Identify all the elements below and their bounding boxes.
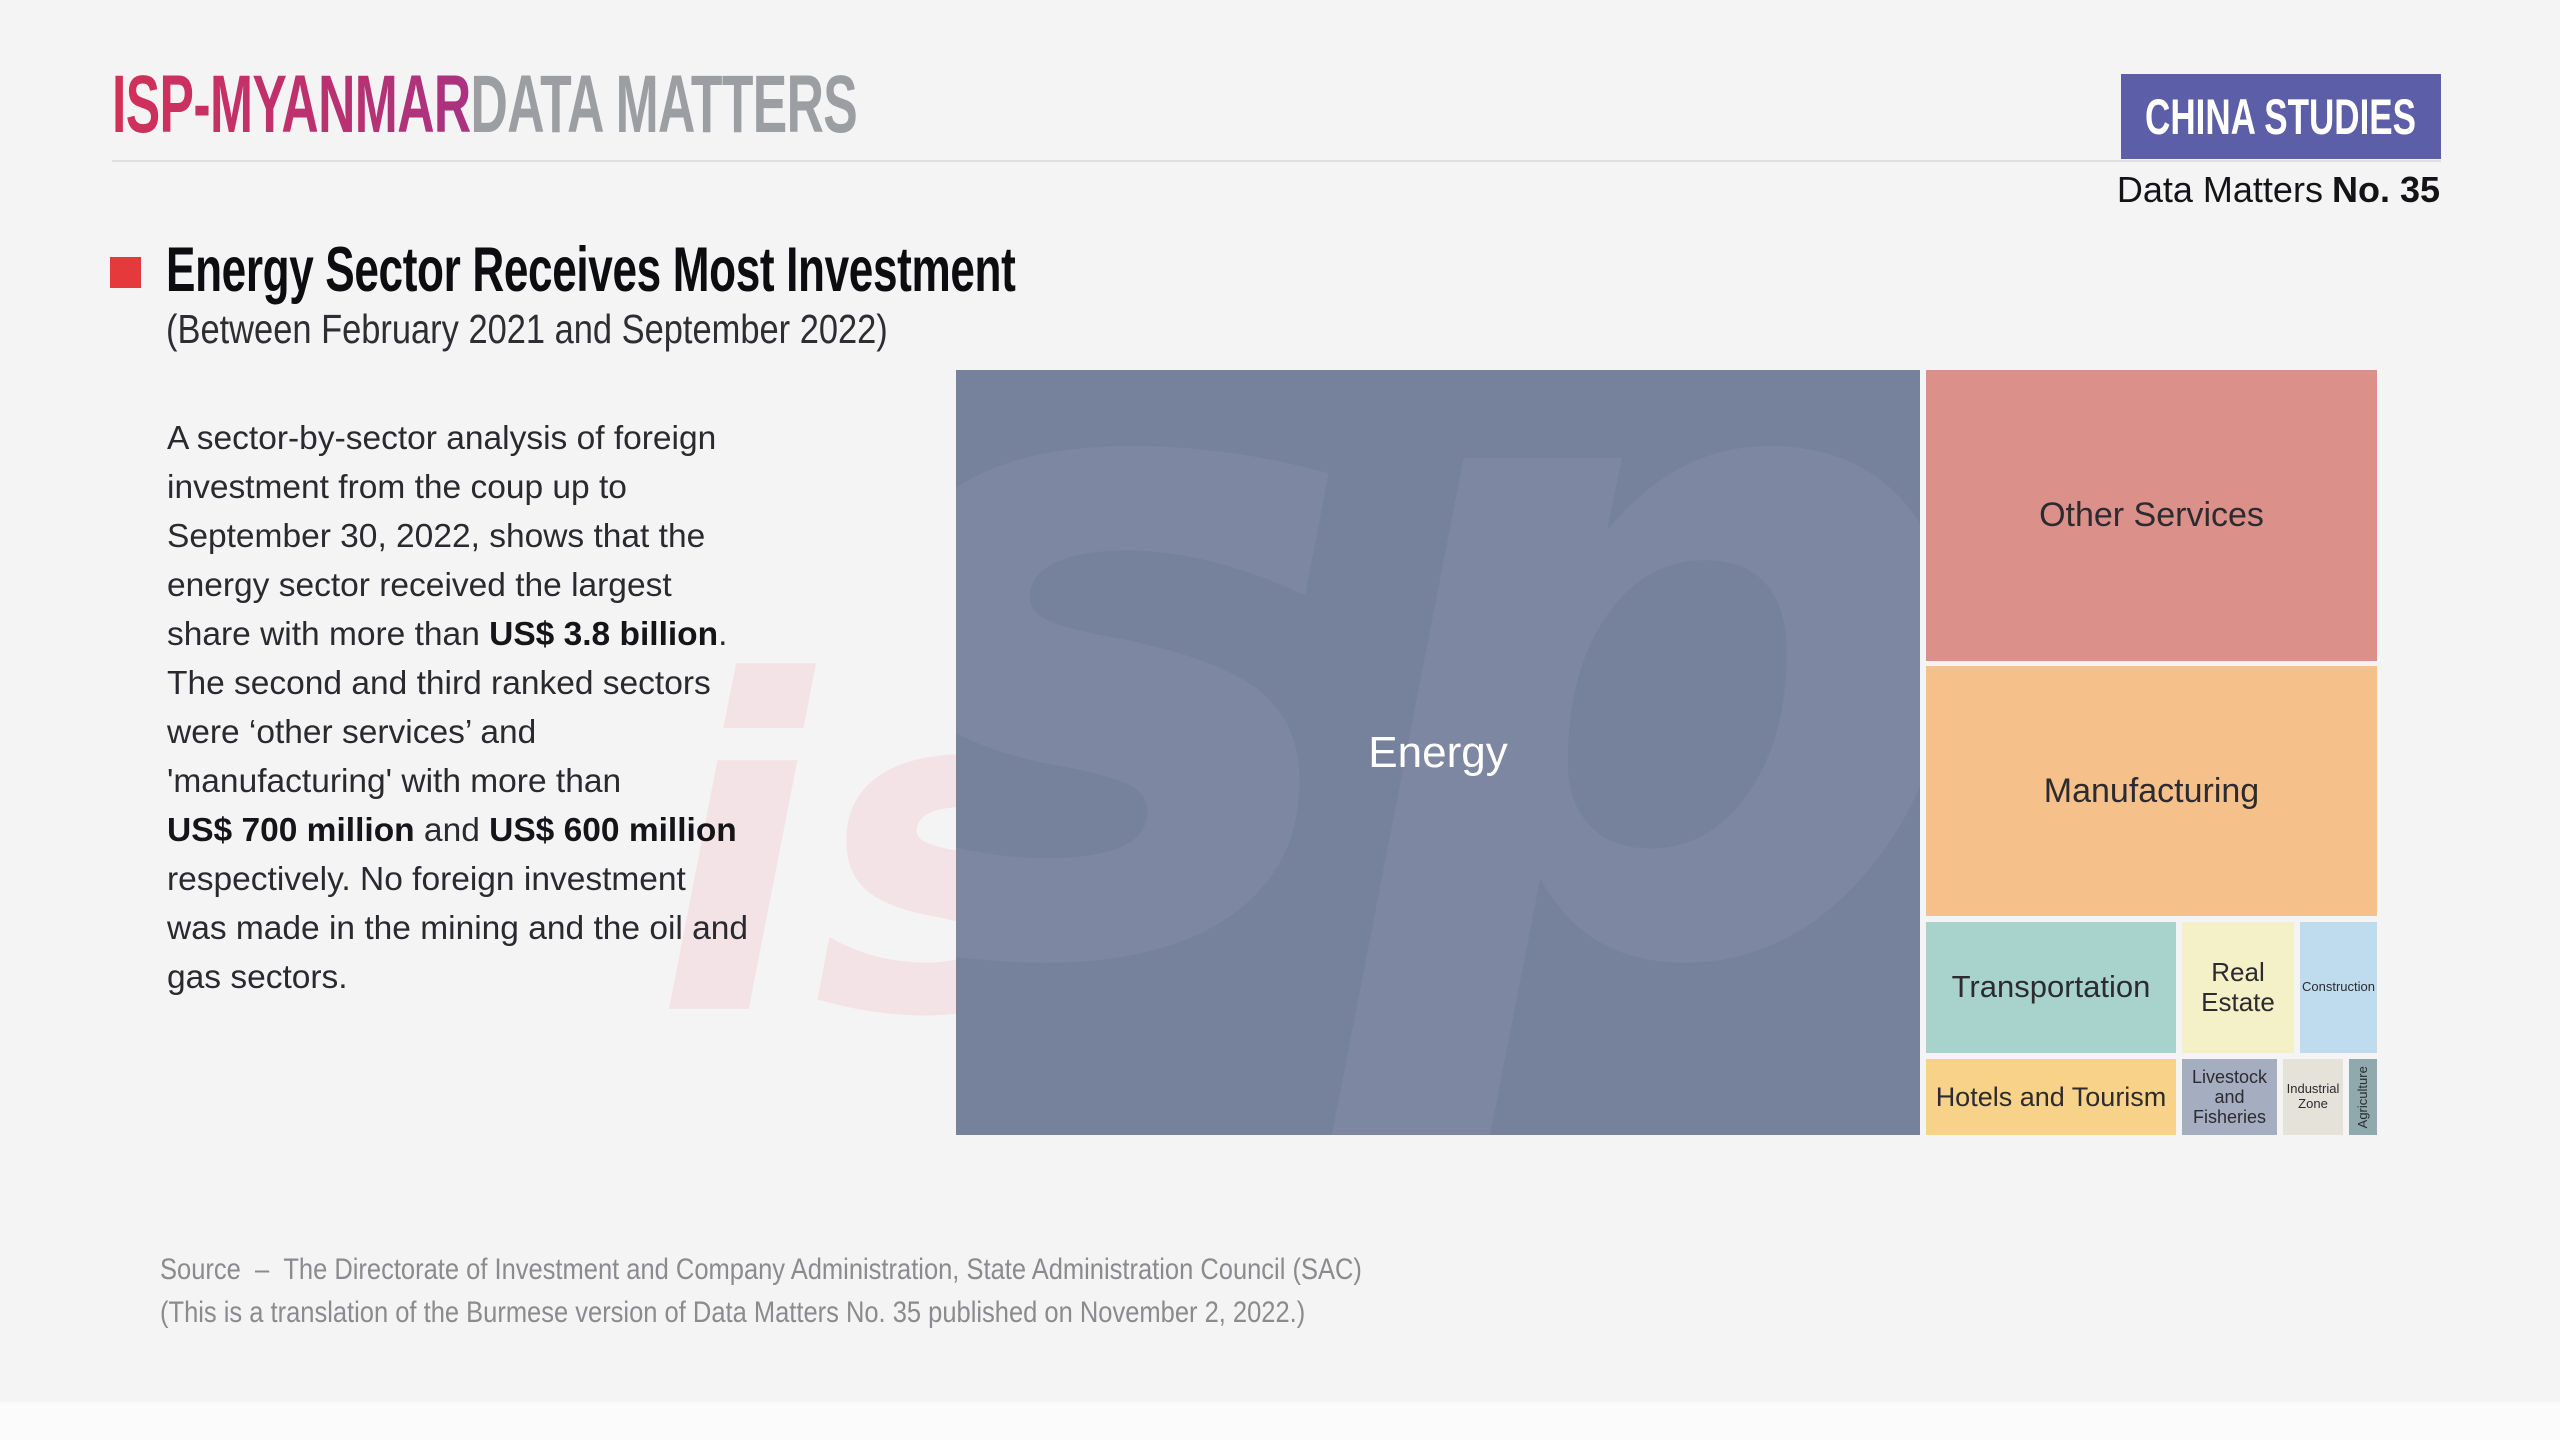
treemap-cell-label: Energy <box>1368 727 1508 777</box>
treemap-cell-label: Livestock and Fisheries <box>2191 1066 2268 1128</box>
body-paragraph-bold-value: US$ 600 million <box>489 812 737 849</box>
brand-logo: ISP-MYANMARDATA MATTERS <box>112 64 1295 146</box>
treemap-cell-construction: Construction <box>2300 922 2377 1053</box>
treemap-cell-label: Hotels and Tourism <box>1935 1081 2167 1112</box>
page-subtitle: (Between February 2021 and September 202… <box>166 306 1025 353</box>
treemap-cell-energy: Energyisp <box>956 370 1920 1135</box>
page-title-text: Energy Sector Receives Most Investment <box>166 235 1016 305</box>
treemap-cell-hotels-tourism: Hotels and Tourism <box>1926 1059 2176 1135</box>
body-paragraph-text: . The second and third ranked sectors we… <box>167 616 728 800</box>
treemap-cell-real-estate: Real Estate <box>2182 922 2294 1053</box>
treemap-cell-transportation: Transportation <box>1926 922 2176 1053</box>
header-divider <box>112 160 2441 162</box>
treemap-cell-label: Real Estate <box>2201 957 2275 1017</box>
issue-number: No. 35 <box>2331 169 2440 210</box>
treemap-cell-other-services: Other Services <box>1926 370 2377 661</box>
china-studies-badge-label: CHINA STUDIES <box>2145 88 2417 145</box>
issue-line: Data Matters No. 35 <box>2117 169 2440 211</box>
treemap-cell-manufacturing: Manufacturing <box>1926 666 2377 916</box>
brand-logo-secondary: DATA MATTERS <box>470 59 858 150</box>
treemap-cell-industrial-zone: Industrial Zone <box>2283 1059 2343 1135</box>
title-bullet-marker <box>110 257 141 288</box>
treemap-cell-label: Manufacturing <box>2043 771 2260 810</box>
page-title: Energy Sector Receives Most Investment <box>166 235 1379 305</box>
treemap-cell-label: Industrial Zone <box>2286 1081 2340 1111</box>
body-paragraph-text: and <box>414 812 490 849</box>
source-note: Source – The Directorate of Investment a… <box>160 1248 1574 1334</box>
treemap-cell-label: Construction <box>2302 979 2375 995</box>
treemap-cell-label: Other Services <box>2039 496 2264 535</box>
body-paragraph: A sector-by-sector analysis of foreign i… <box>167 414 887 1002</box>
source-line-2: (This is a translation of the Burmese ve… <box>160 1296 1306 1329</box>
treemap-cell-agriculture: Agriculture <box>2349 1059 2377 1135</box>
treemap-cell-label: Transportation <box>1951 969 2151 1005</box>
page-subtitle-text: (Between February 2021 and September 202… <box>166 306 888 352</box>
footer-strip <box>0 1402 2560 1440</box>
brand-logo-primary: ISP-MYANMAR <box>112 59 471 150</box>
source-line-1: Source – The Directorate of Investment a… <box>160 1253 1362 1286</box>
treemap-cell-livestock-fisheries: Livestock and Fisheries <box>2182 1059 2277 1135</box>
treemap-cell-label: Agriculture <box>2354 1065 2370 1129</box>
body-paragraph-text: A sector-by-sector analysis of foreign i… <box>167 420 717 653</box>
body-paragraph-bold-value: US$ 700 million <box>167 812 415 849</box>
treemap-chart: Energyisp Other Services Manufacturing Tran… <box>956 370 2377 1135</box>
body-paragraph-text: respectively. No foreign investment was … <box>167 861 749 996</box>
china-studies-badge: CHINA STUDIES <box>2121 74 2441 159</box>
issue-label: Data Matters <box>2116 169 2323 210</box>
body-paragraph-bold-value: US$ 3.8 billion <box>489 616 719 653</box>
